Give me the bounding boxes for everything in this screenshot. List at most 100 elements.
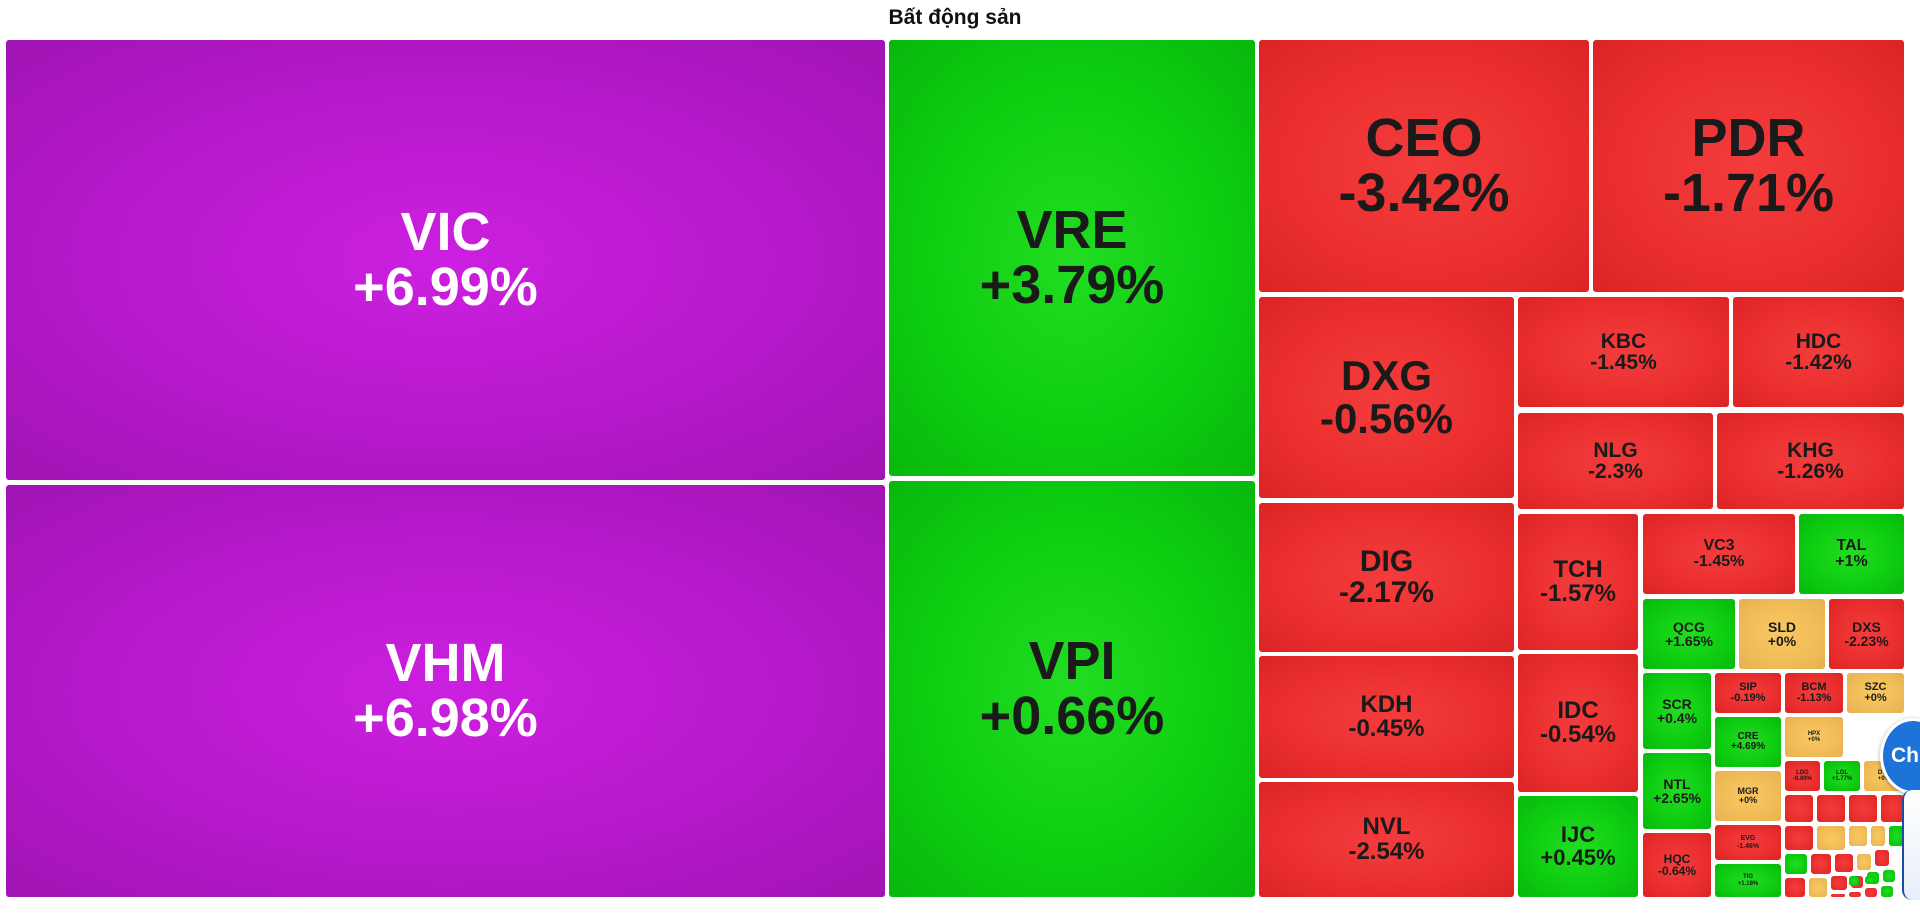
tile-pdr[interactable]: PDR -1.71% <box>1593 40 1904 292</box>
tile-symbol: VPI <box>1028 630 1116 691</box>
tile-small[interactable] <box>1889 826 1904 846</box>
tile-change: -1.57% <box>1539 580 1617 607</box>
tile-symbol: VC3 <box>1703 536 1735 554</box>
tile-small[interactable] <box>1785 795 1813 822</box>
tile-dig[interactable]: DIG -2.17% <box>1259 503 1514 652</box>
tile-change: +4.69% <box>1730 741 1766 752</box>
tile-tal[interactable]: TAL +1% <box>1799 514 1904 594</box>
tile-change: +0.66% <box>979 686 1165 746</box>
tile-change: +6.98% <box>353 688 538 748</box>
tile-lgl[interactable]: LGL +1.77% <box>1824 761 1860 791</box>
tile-vre[interactable]: VRE +3.79% <box>889 40 1255 476</box>
tile-symbol: NVL <box>1362 813 1411 841</box>
tile-small[interactable] <box>1875 850 1889 866</box>
tile-change: -0.64% <box>1657 864 1697 878</box>
tile-small[interactable] <box>1785 826 1813 850</box>
tile-ntl[interactable]: NTL +2.65% <box>1643 753 1711 829</box>
tile-szc[interactable]: SZC +0% <box>1847 673 1904 713</box>
tile-sld[interactable]: SLD +0% <box>1739 599 1825 669</box>
tile-small[interactable] <box>1849 892 1861 897</box>
tile-small[interactable] <box>1883 870 1895 882</box>
tile-small[interactable] <box>1817 795 1845 822</box>
tile-small[interactable] <box>1881 795 1904 822</box>
tile-bcm[interactable]: BCM -1.13% <box>1785 673 1843 713</box>
tile-symbol: VIC <box>400 201 491 262</box>
tile-small[interactable] <box>1817 826 1845 850</box>
tile-change: -2.23% <box>1844 633 1889 649</box>
tile-change: +0% <box>1807 737 1821 743</box>
tile-change: +1.18% <box>1737 880 1759 887</box>
chat-widget-mascot <box>1902 790 1920 900</box>
tile-ldg[interactable]: LDG -0.89% <box>1785 761 1820 791</box>
tile-symbol: TCH <box>1553 555 1603 583</box>
tile-small[interactable] <box>1831 876 1847 890</box>
tile-vhm[interactable]: VHM +6.98% <box>6 485 885 897</box>
tile-change: -0.56% <box>1319 394 1454 442</box>
tile-hdc[interactable]: HDC -1.42% <box>1733 297 1904 407</box>
tile-small[interactable] <box>1865 888 1877 897</box>
tile-dxs[interactable]: DXS -2.23% <box>1829 599 1904 669</box>
tile-symbol: VHM <box>385 632 506 693</box>
tile-small[interactable] <box>1881 886 1893 897</box>
tile-small[interactable] <box>1811 854 1831 874</box>
tile-small[interactable] <box>1849 826 1867 846</box>
tile-symbol: NLG <box>1593 438 1638 462</box>
tile-change: +1.65% <box>1665 633 1713 649</box>
tile-vc3[interactable]: VC3 -1.45% <box>1643 514 1795 594</box>
tile-small[interactable] <box>1785 878 1805 897</box>
tile-symbol: EVG <box>1740 835 1756 843</box>
tile-change: +0% <box>1877 776 1891 782</box>
tile-small[interactable] <box>1785 854 1807 874</box>
tile-change: +2.65% <box>1653 790 1701 806</box>
tile-symbol: HPX <box>1807 730 1821 737</box>
tile-ceo[interactable]: CEO -3.42% <box>1259 40 1589 292</box>
tile-kdh[interactable]: KDH -0.45% <box>1259 656 1514 778</box>
tile-small[interactable] <box>1871 826 1885 846</box>
tile-symbol: TAL <box>1836 536 1867 554</box>
tile-nvl[interactable]: NVL -2.54% <box>1259 782 1514 897</box>
tile-change: -2.17% <box>1338 575 1435 609</box>
tile-cre[interactable]: CRE +4.69% <box>1715 717 1781 767</box>
tile-change: -3.42% <box>1338 163 1510 223</box>
tile-tig[interactable]: TIG +1.18% <box>1715 864 1781 897</box>
tile-tch[interactable]: TCH -1.57% <box>1518 514 1638 650</box>
tile-small[interactable] <box>1857 854 1871 870</box>
tile-symbol: BCM <box>1801 680 1827 693</box>
tile-change: -1.45% <box>1590 351 1657 374</box>
tile-dxg[interactable]: DXG -0.56% <box>1259 297 1514 498</box>
tile-symbol: NTL <box>1663 775 1691 792</box>
tile-change: -2.54% <box>1348 837 1425 865</box>
tile-small[interactable] <box>1835 854 1853 872</box>
tile-ijc[interactable]: IJC +0.45% <box>1518 796 1638 897</box>
tile-sip[interactable]: SIP -0.19% <box>1715 673 1781 713</box>
tile-vpi[interactable]: VPI +0.66% <box>889 481 1255 897</box>
tile-idc[interactable]: IDC -0.54% <box>1518 654 1638 792</box>
tile-symbol: QCG <box>1673 618 1705 635</box>
tile-scr[interactable]: SCR +0.4% <box>1643 673 1711 749</box>
tile-khg[interactable]: KHG -1.26% <box>1717 413 1904 509</box>
tile-small[interactable] <box>1809 878 1827 897</box>
tile-change: +0.45% <box>1540 844 1616 870</box>
tile-hpx[interactable]: HPX +0% <box>1785 717 1843 757</box>
tile-hqc[interactable]: HQC -0.64% <box>1643 833 1711 897</box>
tile-change: -2.3% <box>1588 460 1643 483</box>
tile-small[interactable] <box>1865 876 1875 884</box>
tile-change: +0% <box>1767 633 1797 649</box>
tile-small[interactable] <box>1831 894 1845 897</box>
tile-change: -0.54% <box>1539 721 1617 748</box>
tile-vic[interactable]: VIC +6.99% <box>6 40 885 480</box>
tile-symbol: LDG <box>1796 769 1809 776</box>
tile-evg[interactable]: EVG -1.46% <box>1715 825 1781 860</box>
tile-symbol: SLD <box>1768 618 1796 635</box>
tile-mgr[interactable]: MGR +0% <box>1715 771 1781 821</box>
tile-change: -1.13% <box>1796 692 1832 704</box>
tile-nlg[interactable]: NLG -2.3% <box>1518 413 1713 509</box>
tile-small[interactable] <box>1849 876 1859 886</box>
tile-symbol: CRE <box>1737 730 1759 742</box>
tile-small[interactable] <box>1849 795 1877 822</box>
tile-kbc[interactable]: KBC -1.45% <box>1518 297 1729 407</box>
tile-symbol: HQC <box>1663 851 1691 866</box>
tile-change: +0% <box>1738 795 1758 805</box>
tile-qcg[interactable]: QCG +1.65% <box>1643 599 1735 669</box>
